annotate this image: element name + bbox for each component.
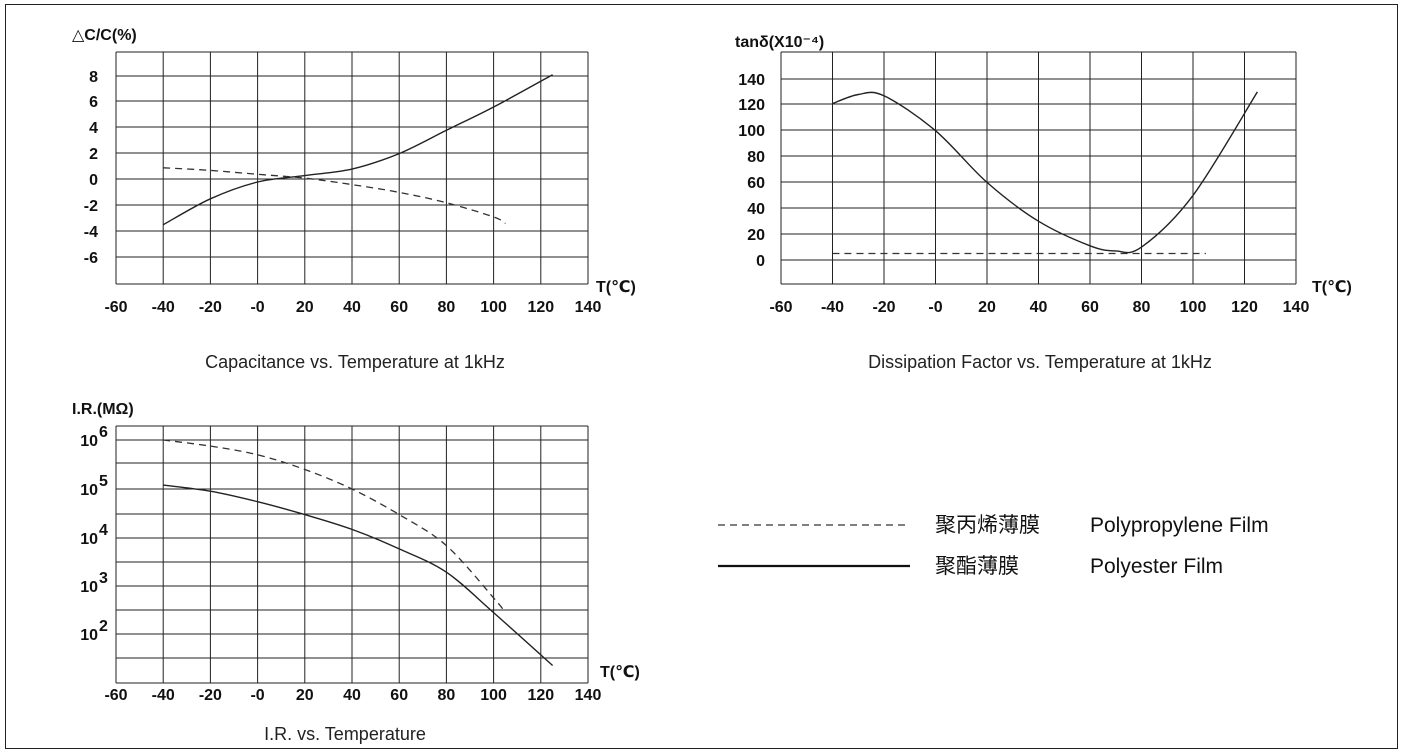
chart-caption: I.R. vs. Temperature [264, 724, 426, 744]
x-tick-label: 80 [1133, 299, 1151, 316]
y-tick-label: -6 [84, 250, 98, 267]
y-tick-label-exponent: 2 [99, 618, 108, 635]
x-tick-label: -20 [199, 299, 222, 316]
y-tick-label-exponent: 6 [99, 424, 108, 441]
legend-label-en: Polyester Film [1090, 555, 1223, 578]
y-tick-label: -4 [84, 224, 98, 241]
x-tick-label: 120 [1231, 299, 1258, 316]
x-tick-label: 140 [575, 687, 602, 704]
y-tick-label: 140 [738, 72, 765, 89]
y-tick-label: 40 [747, 201, 765, 218]
x-tick-label: 40 [1030, 299, 1048, 316]
x-tick-label: 40 [343, 299, 361, 316]
x-tick-label: 40 [343, 687, 361, 704]
chart-2: -60 -40 -20 -0 20 40 60 80 100 120 140 140 120 100 80 6… [735, 34, 1352, 372]
x-tick-label: -20 [199, 687, 222, 704]
y-axis-label: tanδ(X10⁻⁴) [735, 34, 824, 51]
figure-frame [5, 4, 1398, 749]
x-tick-label: 100 [480, 299, 507, 316]
x-tick-label: 140 [575, 299, 602, 316]
series-line-dashed [163, 167, 506, 224]
chart-1: -60 -40 -20 -0 20 40 60 80 100 120 14086420-2-4-6△… [72, 27, 636, 372]
series-line-solid [163, 484, 554, 667]
y-tick-label: 0 [89, 172, 98, 189]
y-tick-label-exponent: 3 [99, 570, 108, 587]
y-tick-label: 10 [80, 433, 98, 450]
x-tick-label: -60 [769, 299, 792, 316]
x-tick-label: 80 [438, 299, 456, 316]
y-axis-label: I.R.(MΩ) [72, 401, 134, 418]
x-tick-label: -40 [821, 299, 844, 316]
y-tick-label: 6 [89, 94, 98, 111]
x-tick-label: 20 [978, 299, 996, 316]
y-tick-label: 10 [80, 482, 98, 499]
chart-caption: Dissipation Factor vs. Temperature at 1k… [868, 352, 1212, 372]
x-tick-label: -60 [104, 299, 127, 316]
x-tick-label: 100 [1180, 299, 1207, 316]
legend-label-cn: 聚酯薄膜 [935, 555, 1019, 578]
x-tick-label: 20 [296, 299, 314, 316]
x-tick-label: -40 [152, 687, 175, 704]
x-tick-label: -0 [250, 299, 264, 316]
legend-label-en: Polypropylene Film [1090, 514, 1269, 537]
x-axis-label: T(℃) [1312, 279, 1352, 296]
series-line-solid [162, 74, 553, 226]
chart-caption: Capacitance vs. Temperature at 1kHz [205, 352, 505, 372]
x-axis-label: T(℃) [596, 279, 636, 296]
y-tick-label: 10 [80, 627, 98, 644]
series-line-solid [832, 91, 1258, 254]
y-tick-label: 100 [738, 123, 765, 140]
x-tick-label: 120 [527, 299, 554, 316]
y-tick-label: 0 [756, 253, 765, 270]
y-tick-label: -2 [84, 198, 98, 215]
y-tick-label: 4 [89, 120, 98, 137]
x-tick-label: 120 [527, 687, 554, 704]
y-tick-label: 2 [89, 146, 98, 163]
x-tick-label: 100 [480, 687, 507, 704]
x-tick-label: 140 [1283, 299, 1310, 316]
y-tick-label: 10 [80, 531, 98, 548]
x-tick-label: 80 [438, 687, 456, 704]
legend: 聚丙烯薄膜 Polypropylene Film 聚酯薄膜 Polyester … [718, 514, 1269, 578]
y-tick-label-exponent: 4 [99, 522, 108, 539]
y-tick-label: 20 [747, 227, 765, 244]
chart-3: -60 -40 -20 -0 20 40 60 80 100 120 140106105104103… [72, 401, 640, 744]
legend-label-cn: 聚丙烯薄膜 [935, 514, 1040, 537]
x-tick-label: -60 [104, 687, 127, 704]
y-axis-label: △C/C(%) [72, 27, 137, 44]
y-tick-label: 10 [80, 579, 98, 596]
x-tick-label: -40 [152, 299, 175, 316]
x-axis-label: T(℃) [600, 664, 640, 681]
x-tick-label: -20 [872, 299, 895, 316]
y-tick-label: 60 [747, 175, 765, 192]
y-tick-label: 120 [738, 97, 765, 114]
x-tick-label: 60 [1081, 299, 1099, 316]
x-tick-label: 60 [390, 299, 408, 316]
x-tick-label: 60 [390, 687, 408, 704]
y-tick-label: 8 [89, 69, 98, 86]
x-tick-label: -0 [250, 687, 264, 704]
x-tick-label: -0 [928, 299, 942, 316]
x-tick-label: 20 [296, 687, 314, 704]
series-line-dashed [163, 439, 506, 614]
y-tick-label-exponent: 5 [99, 473, 108, 490]
y-tick-label: 80 [747, 149, 765, 166]
